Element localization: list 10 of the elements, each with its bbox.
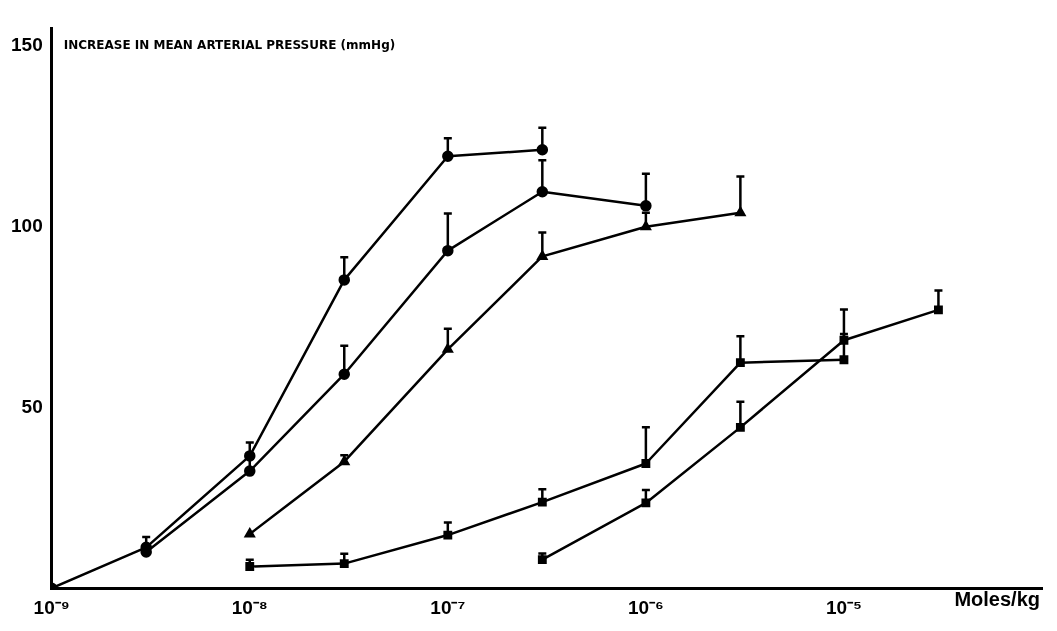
y-tick-label: 50 <box>21 395 43 417</box>
x-tick-label: 10⁻⁸ <box>231 596 268 618</box>
x-tick-label: 10⁻⁹ <box>33 596 70 618</box>
x-tick-label: 10⁻⁵ <box>825 596 862 618</box>
x-tick-label: 10⁻⁶ <box>627 596 664 618</box>
x-axis-title: Moles/kg <box>954 587 1040 610</box>
x-tick-label: 10⁻⁷ <box>430 596 466 618</box>
y-tick-label: 100 <box>11 215 43 237</box>
y-axis-title: INCREASE IN MEAN ARTERIAL PRESSURE (mmHg) <box>63 38 396 53</box>
y-tick-label: 150 <box>11 34 43 56</box>
